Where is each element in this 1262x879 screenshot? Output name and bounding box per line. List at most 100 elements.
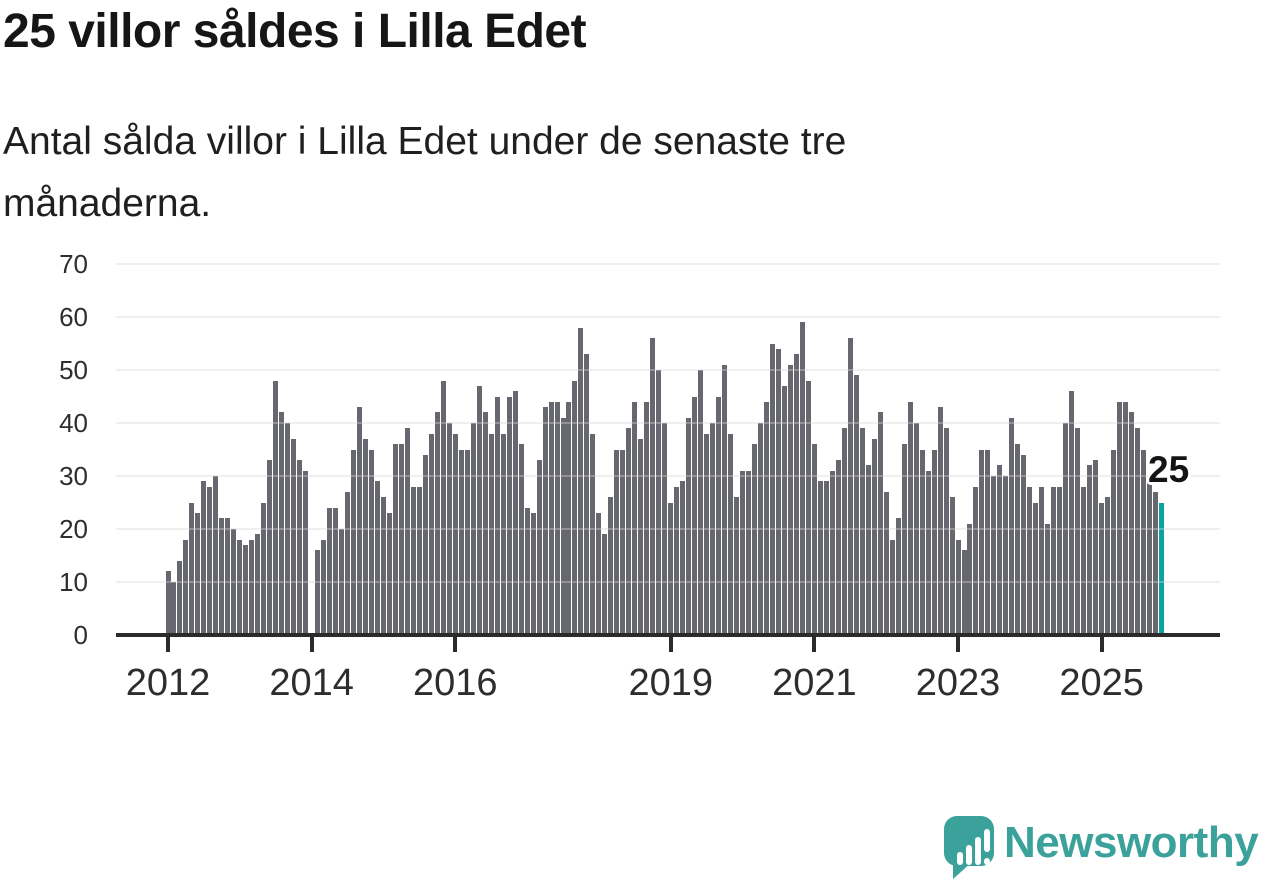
gridline <box>116 422 1220 424</box>
bar <box>680 481 686 635</box>
bar <box>746 470 752 635</box>
y-axis-label: 70 <box>59 249 88 279</box>
bar <box>644 401 650 635</box>
y-axis-label: 60 <box>59 302 88 332</box>
bar <box>1057 486 1063 635</box>
bar <box>303 470 309 635</box>
bar <box>787 364 793 635</box>
bar <box>494 396 500 635</box>
bar <box>237 539 243 635</box>
bar <box>243 544 249 635</box>
bar <box>1039 486 1045 635</box>
bar <box>560 417 566 635</box>
x-axis-label: 2016 <box>412 662 498 704</box>
bar <box>1081 486 1087 635</box>
bar <box>769 343 775 635</box>
bar <box>548 401 554 635</box>
bar <box>189 502 195 635</box>
y-axis-label: 30 <box>59 461 88 491</box>
bar <box>901 444 907 635</box>
x-tick-mark <box>812 637 817 652</box>
bar <box>518 444 524 635</box>
bar <box>967 523 973 635</box>
bar <box>722 364 728 635</box>
bar <box>883 491 889 635</box>
bar <box>1129 412 1135 635</box>
bar <box>997 465 1003 635</box>
gridline <box>116 528 1220 530</box>
logo-chart-bar-2 <box>966 845 972 865</box>
bar <box>1063 423 1069 635</box>
x-axis-line <box>116 633 1220 637</box>
bar <box>213 476 219 635</box>
bar <box>297 460 303 635</box>
bar <box>476 385 482 635</box>
bar <box>177 560 183 635</box>
bar <box>506 396 512 635</box>
bar <box>1105 497 1111 635</box>
bar <box>913 423 919 635</box>
gridline-overlay <box>116 369 1220 371</box>
bar <box>572 380 578 635</box>
x-tick-mark <box>668 637 673 652</box>
gridline <box>116 475 1220 477</box>
bar <box>1003 476 1009 635</box>
bar <box>1045 523 1051 635</box>
x-axis-label: 2025 <box>1059 662 1144 704</box>
bar <box>704 433 710 635</box>
bar <box>775 348 781 635</box>
bar <box>351 449 357 635</box>
y-axis-label: 10 <box>59 567 88 597</box>
bar <box>835 460 841 635</box>
bar <box>692 396 698 635</box>
bar <box>674 486 680 635</box>
chart-title: 25 villor såldes i Lilla Edet <box>3 5 587 58</box>
bar <box>805 380 811 635</box>
gridline <box>116 263 1220 265</box>
x-axis-label: 2023 <box>915 662 1001 704</box>
bar <box>740 470 746 635</box>
gridline <box>116 581 1220 583</box>
bar <box>877 412 883 635</box>
bar <box>656 370 662 635</box>
bar <box>416 486 422 635</box>
bar <box>1123 401 1129 635</box>
bar <box>273 380 279 635</box>
bar <box>1009 417 1015 635</box>
highlighted-bar <box>1159 502 1164 635</box>
bar <box>764 401 769 635</box>
bar <box>620 449 626 635</box>
bar <box>566 401 572 635</box>
bar <box>668 502 674 635</box>
bar <box>728 433 734 635</box>
bar <box>219 518 225 635</box>
bar <box>380 497 386 635</box>
bar <box>799 322 805 635</box>
bar <box>315 550 321 635</box>
bar <box>626 428 632 635</box>
bar <box>363 438 368 635</box>
bar <box>817 481 823 635</box>
bar <box>955 539 961 635</box>
bar <box>470 423 476 635</box>
bar <box>1117 401 1123 635</box>
logo-chart-bar-1 <box>957 852 963 865</box>
bar <box>638 438 644 635</box>
bar <box>285 423 291 635</box>
bar <box>1087 465 1093 635</box>
bar <box>428 433 434 635</box>
bar <box>907 401 913 635</box>
bar <box>165 571 171 635</box>
bar <box>829 470 835 635</box>
gridline <box>116 369 1220 371</box>
bar <box>793 354 799 635</box>
bar <box>734 497 740 635</box>
bar <box>698 370 704 635</box>
bar <box>632 401 638 635</box>
bar <box>279 412 285 635</box>
bar <box>207 486 213 635</box>
logo-exclamation-bar <box>984 829 990 852</box>
bar <box>1141 449 1147 635</box>
bar <box>339 529 345 635</box>
